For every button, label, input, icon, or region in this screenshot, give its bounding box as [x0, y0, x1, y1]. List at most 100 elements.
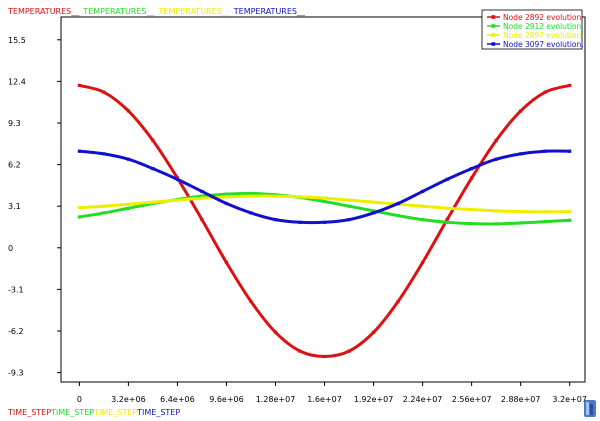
data-point — [371, 211, 376, 215]
x-tick-label: 6.4e+06 — [160, 395, 195, 404]
data-point — [77, 205, 81, 210]
legend-swatch-marker — [491, 33, 496, 37]
data-point — [420, 204, 425, 208]
data-point — [175, 198, 180, 202]
data-point — [126, 109, 131, 113]
x-tick-label: 0 — [77, 395, 82, 404]
data-point — [224, 195, 229, 199]
data-point — [543, 90, 547, 94]
data-point — [347, 204, 351, 208]
x-axis-label-part: TIME_STEP — [7, 408, 51, 417]
data-point — [420, 189, 425, 194]
y-axis-title: TEMPERATURES__ TEMPERATURES__ TEMPERATURES… — [7, 7, 306, 16]
data-point — [519, 209, 523, 214]
data-point — [568, 149, 572, 153]
data-point — [126, 157, 131, 161]
x-axis-label-part: TIME_STEP — [93, 408, 137, 417]
data-point — [420, 260, 425, 265]
y-tick-label: 9.3 — [8, 119, 21, 128]
data-point — [77, 149, 81, 153]
data-point — [102, 90, 106, 94]
data-point — [519, 221, 523, 225]
y-axis-label-part: TEMPERATURES__ — [7, 7, 80, 16]
data-point — [470, 207, 474, 212]
data-point — [519, 109, 523, 113]
data-point — [224, 201, 229, 206]
data-point — [568, 209, 572, 214]
data-point — [77, 83, 81, 88]
y-tick-label: 12.4 — [8, 77, 26, 86]
data-point — [396, 299, 400, 304]
y-tick-label: -9.3 — [8, 369, 24, 378]
y-axis-label-part: TEMPERATURES__ — [233, 7, 306, 16]
data-point — [298, 220, 302, 224]
data-point — [175, 177, 180, 181]
data-point — [200, 189, 204, 194]
data-point — [347, 218, 351, 222]
data-point — [298, 195, 302, 199]
data-point — [322, 196, 327, 200]
y-axis-label: TEMPERATURES__ TEMPERATURES__ TEMPERATURES… — [7, 7, 306, 16]
x-tick-label: 2.24e+07 — [403, 395, 443, 404]
data-point — [77, 215, 81, 219]
data-point — [151, 167, 155, 171]
data-point — [249, 194, 253, 198]
data-point — [494, 157, 498, 161]
y-tick-label: 3.1 — [8, 202, 21, 211]
data-point — [494, 222, 498, 226]
data-point — [347, 198, 351, 202]
data-point — [200, 194, 204, 198]
data-point — [420, 218, 425, 222]
data-point — [151, 200, 155, 204]
legend-label: Node 2912 evolution — [503, 22, 582, 31]
data-point — [249, 211, 253, 215]
x-tick-label: 1.92e+07 — [354, 395, 394, 404]
y-tick-label: -6.2 — [8, 327, 24, 336]
series-4 — [77, 149, 572, 225]
data-point — [445, 218, 449, 222]
data-point — [371, 200, 376, 204]
x-tick-label: 3.2e+06 — [111, 395, 146, 404]
data-point — [322, 199, 327, 204]
legend-entry: Node 2897 evolution — [487, 31, 582, 40]
data-point — [371, 330, 376, 334]
plot-frame — [60, 16, 586, 383]
data-point — [568, 83, 572, 88]
x-axis-label-part: TIME_STEP — [136, 408, 180, 417]
x-tick-label: 1.6e+07 — [307, 395, 342, 404]
data-point — [494, 138, 498, 143]
x-axis-title: TIME_STEPTIME_STEPTIME_STEPTIME_STEP — [7, 408, 180, 417]
data-point — [445, 177, 449, 181]
data-point — [543, 210, 547, 214]
data-point — [298, 349, 302, 353]
y-axis-label-part: TEMPERATURES__ — [158, 7, 231, 16]
data-point — [396, 201, 400, 206]
series-1 — [77, 83, 572, 359]
y-tick-label: 15.5 — [8, 36, 26, 45]
data-point — [102, 152, 106, 156]
x-axis-label-part: TIME_STEP — [50, 408, 94, 417]
data-point — [371, 209, 376, 213]
legend-entry: Node 3097 evolution. — [487, 40, 584, 49]
x-axis-label: TIME_STEPTIME_STEPTIME_STEPTIME_STEP — [7, 408, 180, 417]
x-tick-label: 1.28e+07 — [256, 395, 296, 404]
data-point — [249, 299, 253, 304]
legend-entry: Node 2892 evolution — [487, 13, 582, 22]
data-point — [126, 206, 131, 210]
legend-swatch-marker — [491, 24, 496, 28]
data-point — [224, 260, 229, 265]
data-point — [347, 349, 351, 353]
data-point — [470, 222, 474, 226]
legend-label: Node 3097 evolution. — [503, 40, 584, 49]
data-point — [543, 149, 547, 153]
x-tick-label: 9.6e+06 — [209, 395, 244, 404]
x-tick-label: 2.56e+07 — [452, 395, 492, 404]
data-point — [322, 220, 327, 224]
data-point — [470, 167, 474, 171]
data-point — [568, 218, 572, 222]
data-point — [396, 214, 400, 218]
data-point — [543, 220, 547, 224]
data-point — [494, 209, 498, 213]
